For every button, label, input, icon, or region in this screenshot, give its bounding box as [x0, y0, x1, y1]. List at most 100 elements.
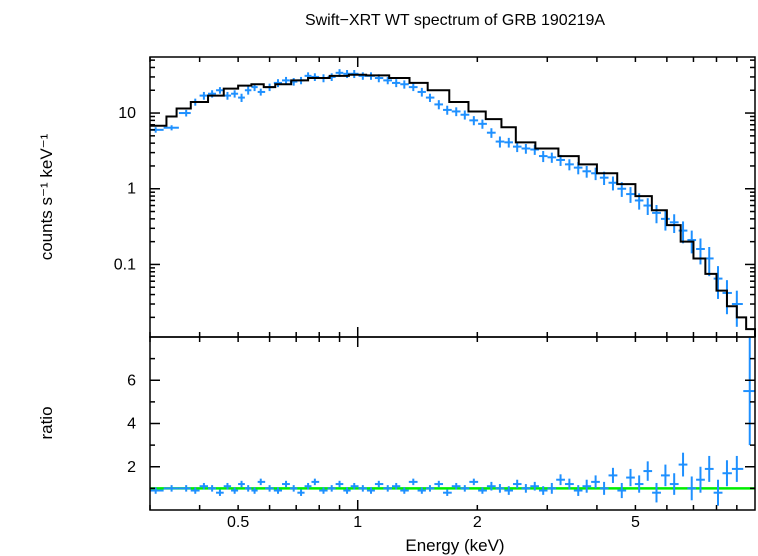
- spectrum-point: [521, 143, 531, 154]
- ratio-point: [599, 481, 609, 495]
- spectrum-point: [163, 125, 179, 131]
- ratio-point: [451, 482, 461, 490]
- ratio-point: [366, 487, 375, 494]
- ratio-point: [652, 482, 661, 503]
- ratio-point: [573, 485, 583, 496]
- ratio-point: [743, 337, 755, 446]
- chart-title: Swift−XRT WT spectrum of GRB 190219A: [305, 12, 605, 29]
- ratio-y-axis-label: ratio: [37, 406, 56, 439]
- x-tick-label: 2: [473, 514, 482, 531]
- spectrum-point: [199, 91, 209, 100]
- ratio-y-tick-label: 6: [127, 372, 136, 389]
- x-tick-label: 5: [631, 514, 640, 531]
- spectrum-point: [608, 176, 618, 191]
- spectrum-point: [713, 266, 723, 299]
- ratio-point: [425, 485, 435, 492]
- x-tick-label: 1: [353, 514, 362, 531]
- spectrum-point: [417, 87, 426, 97]
- spectrum-point: [495, 136, 505, 148]
- spectrum-data-series: [149, 69, 743, 327]
- ratio-point: [374, 480, 384, 488]
- ratio-point: [434, 480, 444, 488]
- spectrum-point: [391, 79, 401, 88]
- ratio-point: [696, 466, 705, 493]
- spectrum-point: [451, 107, 461, 117]
- ratio-point: [244, 485, 252, 492]
- spectrum-point: [216, 87, 224, 94]
- ratio-point: [178, 485, 191, 492]
- spectrum-point: [223, 91, 232, 100]
- ratio-point: [319, 487, 328, 494]
- spectrum-point: [257, 88, 266, 96]
- spectrum-point: [643, 198, 653, 215]
- ratio-point: [289, 485, 298, 492]
- ratio-point: [704, 455, 714, 482]
- ratio-point: [199, 482, 209, 490]
- ratio-point: [486, 481, 496, 491]
- spectrum-point: [469, 116, 479, 126]
- ratio-point: [350, 482, 359, 490]
- ratio-point: [391, 482, 401, 490]
- ratio-point: [504, 486, 513, 495]
- ratio-point: [163, 485, 179, 492]
- spectrum-point: [460, 110, 470, 120]
- ratio-point: [669, 473, 679, 495]
- spectrum-point: [383, 76, 392, 85]
- ratio-point: [408, 478, 418, 486]
- ratio-point: [512, 479, 522, 489]
- ratio-point: [400, 487, 409, 494]
- ratio-point: [327, 485, 336, 492]
- ratio-data-series: [149, 337, 755, 506]
- ratio-point: [687, 476, 697, 501]
- ratio-point: [190, 487, 200, 494]
- ratio-point: [495, 484, 505, 493]
- spectrum-y-tick-label: 0.1: [114, 256, 136, 273]
- spectrum-point: [564, 159, 574, 171]
- ratio-point: [591, 475, 600, 489]
- spectrum-y-tick-label: 10: [118, 105, 136, 122]
- ratio-point: [722, 460, 732, 487]
- spectrum-point: [244, 86, 252, 95]
- spectrum-point: [652, 204, 661, 224]
- spectrum-y-tick-label: 1: [127, 181, 136, 198]
- ratio-point: [643, 461, 653, 481]
- ratio-point: [547, 482, 557, 494]
- ratio-point: [273, 487, 283, 494]
- ratio-point: [149, 487, 164, 494]
- spectrum-point: [669, 214, 679, 234]
- spectrum-point: [231, 90, 239, 98]
- spectrum-point: [626, 187, 635, 203]
- spectrum-point: [504, 137, 513, 148]
- ratio-point: [713, 479, 723, 506]
- x-ticks: 0.5 1 2 5: [149, 57, 738, 531]
- ratio-point: [216, 489, 224, 496]
- ratio-point: [634, 475, 644, 493]
- ratio-point: [383, 485, 392, 492]
- ratio-point: [238, 480, 245, 488]
- spectrum-y-ticks: 0.1 1 10: [114, 59, 755, 319]
- spectrum-model-line: [150, 73, 756, 337]
- ratio-point: [538, 486, 548, 495]
- ratio-point: [231, 487, 239, 494]
- spectrum-point: [582, 165, 592, 178]
- ratio-point: [556, 474, 565, 486]
- ratio-point: [282, 480, 290, 488]
- spectrum-point: [547, 152, 557, 163]
- spectrum-point: [425, 93, 435, 102]
- ratio-point: [608, 467, 618, 483]
- ratio-point: [297, 489, 305, 496]
- ratio-panel: 2 4 6 ratio: [37, 336, 756, 511]
- spectrum-point: [273, 79, 283, 88]
- spectrum-point: [282, 76, 290, 85]
- spectrum-point: [408, 83, 418, 92]
- ratio-point: [626, 468, 635, 487]
- spectrum-point: [696, 238, 705, 265]
- ratio-point: [358, 485, 367, 492]
- ratio-point: [678, 452, 688, 477]
- spectrum-point: [512, 141, 522, 153]
- ratio-point: [469, 478, 479, 486]
- spectrum-point: [238, 93, 245, 102]
- spectrum-point: [486, 128, 496, 138]
- ratio-point: [660, 464, 670, 487]
